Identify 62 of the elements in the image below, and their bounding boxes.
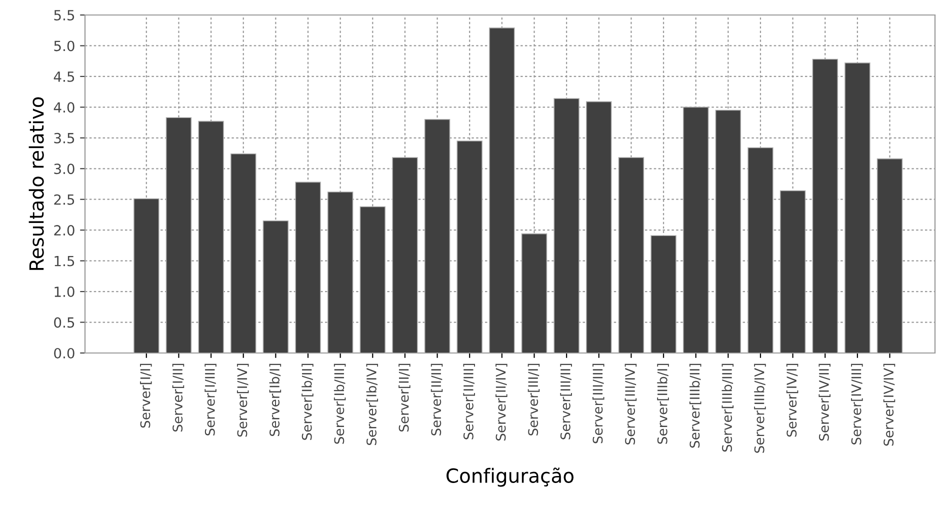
- bar: [489, 27, 515, 353]
- y-axis-title: Resultado relativo: [28, 97, 44, 270]
- bar: [521, 233, 548, 353]
- x-tick-label: Server[IIIb/IV]: [754, 364, 766, 453]
- bar: [554, 98, 580, 353]
- y-tick-label: 5.0: [54, 40, 74, 52]
- bar: [392, 157, 418, 353]
- x-tick-label: Server[Ib/II]: [302, 364, 314, 440]
- x-tick-label: Server[III/III]: [592, 364, 604, 444]
- bar: [327, 192, 354, 353]
- y-tick-label: 4.5: [54, 72, 74, 82]
- x-tick-label: Server[III/I]: [528, 364, 540, 436]
- x-tick-label: Server[IV/I]: [786, 364, 798, 437]
- x-tick-label: Server[IV/IV]: [883, 364, 896, 446]
- y-tick-label: 2.5: [54, 194, 74, 205]
- bar: [780, 190, 806, 353]
- x-tick-label: Server[IIIb/II]: [689, 364, 702, 448]
- bar: [295, 182, 321, 353]
- x-tick-label: Server[Ib/IV]: [366, 364, 378, 446]
- bar: [650, 235, 676, 353]
- bar: [166, 117, 192, 353]
- bar: [618, 157, 644, 353]
- y-tick-label: 0.0: [54, 348, 74, 358]
- x-tick-label: Server[IIIb/III]: [722, 364, 734, 452]
- bar: [262, 220, 289, 353]
- y-tick-label: 1.5: [54, 256, 74, 266]
- x-tick-label: Server[I/II]: [172, 364, 184, 432]
- x-tick-label: Server[IV/II]: [818, 364, 830, 441]
- bar: [456, 140, 482, 353]
- bar: [134, 198, 160, 353]
- y-tick-label: 5.5: [54, 10, 74, 20]
- bar: [682, 106, 709, 353]
- bar: [876, 158, 903, 353]
- x-tick-label: Server[II/I]: [398, 364, 410, 432]
- bar: [748, 147, 774, 353]
- x-tick-label: Server[II/II]: [430, 364, 443, 436]
- bar: [715, 110, 742, 353]
- y-tick-label: 3.0: [54, 164, 74, 174]
- x-axis-title: Configuração: [446, 468, 574, 487]
- x-tick-label: Server[IV/III]: [851, 364, 863, 444]
- bar: [844, 62, 870, 353]
- x-tick-label: Server[II/III]: [463, 364, 475, 440]
- bar: [812, 58, 838, 353]
- y-tick-label: 1.0: [54, 286, 74, 298]
- y-tick-label: 2.0: [54, 225, 74, 236]
- y-tick-label: 4.0: [54, 102, 74, 113]
- x-tick-label: Server[III/IV]: [624, 364, 637, 444]
- x-tick-label: Server[I/III]: [204, 364, 216, 436]
- x-tick-label: Server[II/IV]: [496, 364, 508, 441]
- x-tick-label: Server[Ib/I]: [269, 364, 282, 436]
- bar: [360, 206, 386, 353]
- bar: [586, 101, 612, 353]
- y-tick-label: 3.5: [54, 132, 74, 144]
- bar: [198, 120, 224, 353]
- bar: [230, 153, 256, 353]
- x-tick-label: Server[IIIb/I]: [657, 364, 669, 444]
- y-tick-label: 0.5: [54, 317, 74, 328]
- x-tick-label: Server[I/IV]: [236, 364, 249, 437]
- x-tick-label: Server[I/I]: [140, 364, 152, 428]
- x-tick-label: Server[Ib/III]: [334, 364, 346, 444]
- x-tick-label: Server[III/II]: [560, 364, 572, 440]
- bar: [424, 119, 450, 353]
